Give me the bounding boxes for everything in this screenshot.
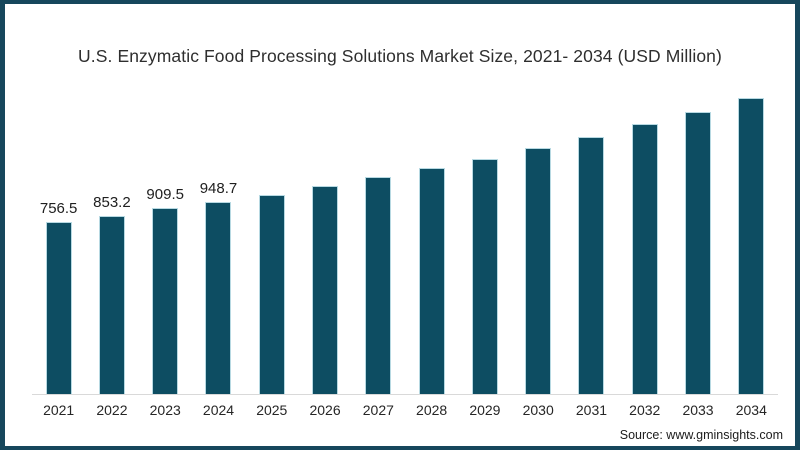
source-credit: Source: www.gminsights.com bbox=[619, 428, 783, 442]
bar-column-2021: 756.5 bbox=[32, 74, 85, 394]
bar-column-2024: 948.7 bbox=[192, 74, 245, 394]
bar-column-2033 bbox=[671, 74, 724, 394]
x-axis-label-2034: 2034 bbox=[735, 402, 767, 418]
bar-column-2027 bbox=[352, 74, 405, 394]
bar-2023 bbox=[152, 208, 179, 394]
x-axis-label-2026: 2026 bbox=[309, 402, 341, 418]
chart-title: U.S. Enzymatic Food Processing Solutions… bbox=[78, 46, 722, 66]
bar-column-2032 bbox=[618, 74, 671, 394]
bar-column-2030 bbox=[512, 74, 565, 394]
x-axis-label-2029: 2029 bbox=[469, 402, 501, 418]
bar-column-2028 bbox=[405, 74, 458, 394]
bar-2032 bbox=[631, 124, 658, 394]
bar-2027 bbox=[365, 177, 392, 394]
bar-value-label-2023: 909.5 bbox=[146, 186, 184, 203]
bar-column-2022: 853.2 bbox=[85, 74, 138, 394]
bar-chart-plot-area: 756.5 853.2 909.5 948.7 bbox=[32, 74, 778, 395]
bar-2030 bbox=[525, 148, 552, 394]
bar-value-label-2024: 948.7 bbox=[199, 180, 238, 197]
bar-2034 bbox=[738, 98, 765, 394]
bar-column-2029 bbox=[458, 74, 511, 394]
bar-column-2031 bbox=[565, 74, 618, 394]
bar-2021 bbox=[45, 222, 72, 394]
x-axis-label-2033: 2033 bbox=[682, 402, 714, 418]
x-axis-label-2032: 2032 bbox=[629, 402, 661, 418]
bar-2033 bbox=[685, 112, 712, 394]
bar-value-label-2022: 853.2 bbox=[93, 194, 131, 211]
x-axis-label-2021: 2021 bbox=[43, 402, 75, 418]
bar-column-2026 bbox=[298, 74, 351, 394]
x-axis-label-2023: 2023 bbox=[149, 402, 181, 418]
x-axis-label-2027: 2027 bbox=[362, 402, 394, 418]
bar-column-2023: 909.5 bbox=[139, 74, 192, 394]
bar-2028 bbox=[418, 168, 445, 394]
x-axis-label-2030: 2030 bbox=[522, 402, 554, 418]
bar-2025 bbox=[258, 195, 285, 394]
bar-2029 bbox=[471, 159, 498, 394]
bar-column-2025 bbox=[245, 74, 298, 394]
bar-2031 bbox=[578, 137, 605, 394]
x-axis-label-2028: 2028 bbox=[416, 402, 448, 418]
bar-2024 bbox=[205, 202, 232, 394]
x-axis-labels: 2021 2022 2023 2024 2025 2026 2027 2028 2029 2030… bbox=[32, 402, 778, 418]
bar-2022 bbox=[98, 216, 125, 394]
bar-value-label-2021: 756.5 bbox=[39, 200, 78, 217]
bar-2026 bbox=[312, 186, 339, 394]
x-axis-label-2024: 2024 bbox=[202, 402, 235, 418]
x-axis-label-2022: 2022 bbox=[96, 402, 128, 418]
bar-column-2034 bbox=[725, 74, 778, 394]
x-axis-label-2031: 2031 bbox=[575, 402, 608, 418]
x-axis-label-2025: 2025 bbox=[256, 402, 288, 418]
